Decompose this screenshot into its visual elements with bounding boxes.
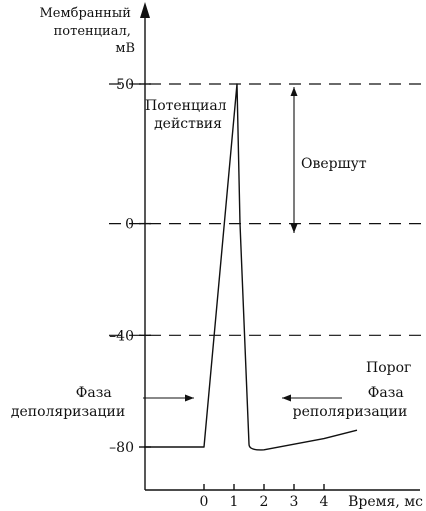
annotation-depolarization-line-1: Фаза (76, 385, 112, 401)
svg-text:Фаза реполяризации: Фаза реполяризации (293, 385, 409, 420)
svg-text:Фаза деполяризации: Фаза деполяризации (11, 385, 125, 420)
annotation-action-potential-line-1: Потенциал (145, 98, 227, 114)
x-tick-label: 2 (260, 494, 269, 510)
svg-text:Мембранный потенциал,: Мембранный потенциал, мВ (40, 6, 136, 56)
x-tick-label: 0 (200, 494, 209, 510)
reference-lines (109, 83, 424, 336)
annotation-depolarization-line-2: деполяризации (11, 404, 125, 420)
y-tick-label: 0 (125, 217, 134, 233)
annotation-action-potential-line-2: действия (154, 116, 222, 132)
annotation-threshold: Порог (366, 360, 411, 376)
annotation-repolarization-line-2: реполяризации (293, 404, 408, 420)
y-ticks: 50 0 –40 –80 (109, 77, 151, 456)
x-axis-label: Время, мс (348, 494, 423, 510)
annotation-repolarization-line-1: Фаза (368, 385, 404, 401)
y-axis-label-line-1: Мембранный (40, 6, 131, 21)
x-tick-label: 1 (230, 494, 239, 510)
y-axis-label-line-2: потенциал, (54, 24, 131, 39)
y-axis-label-line-3: мВ (115, 41, 135, 56)
x-tick-label: 3 (290, 494, 299, 510)
y-tick-label: –80 (109, 440, 134, 456)
annotation-overshoot: Овершут (301, 156, 367, 172)
svg-text:Потенциал действия: Потенциал действия (145, 98, 231, 132)
y-axis-arrowhead (140, 2, 150, 18)
y-tick-label: –40 (109, 328, 134, 344)
x-ticks: 0 1 2 3 4 (200, 484, 329, 510)
y-tick-label: 50 (116, 77, 134, 93)
x-tick-label: 4 (320, 494, 329, 510)
action-potential-curve (144, 83, 358, 451)
